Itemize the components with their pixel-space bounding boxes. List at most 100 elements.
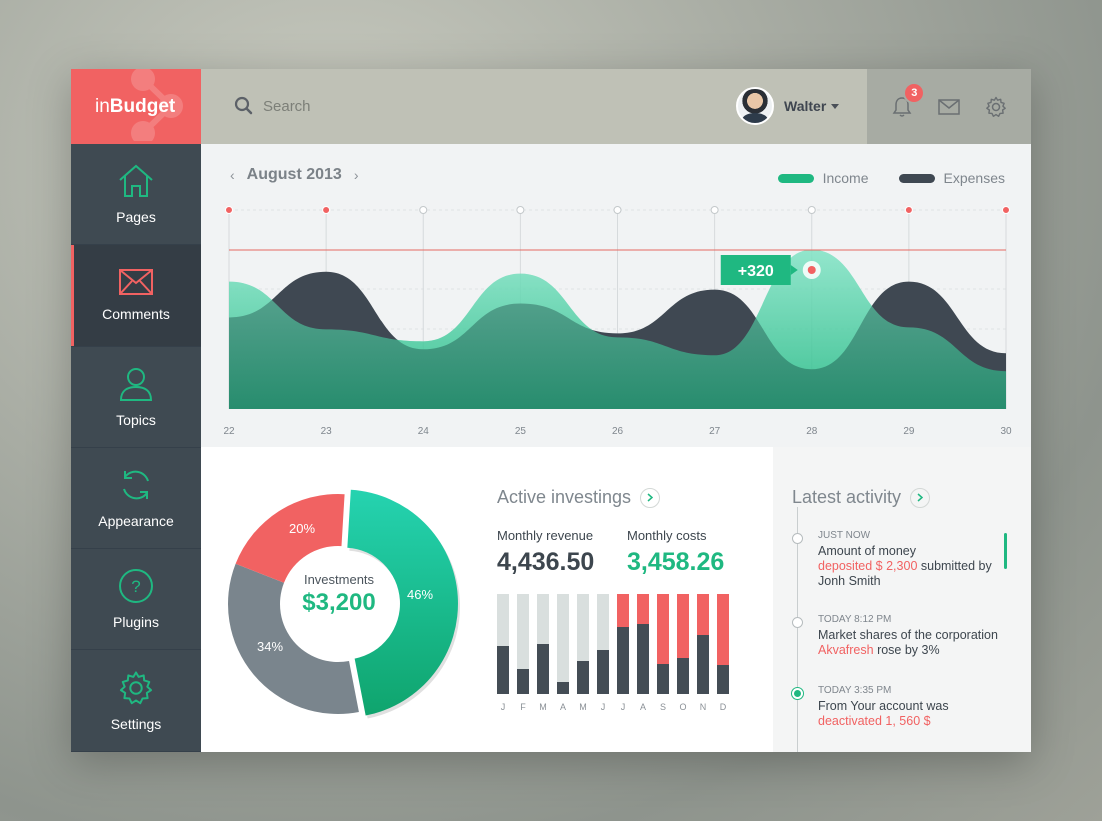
- sidebar-item-label: Plugins: [113, 614, 159, 631]
- income-area: [229, 249, 1006, 409]
- bar-value: [517, 669, 529, 694]
- revenue-label: Monthly revenue: [497, 528, 594, 543]
- investings-title-text: Active investings: [497, 487, 632, 507]
- costs-value: 3,458.26: [627, 548, 725, 576]
- search-input[interactable]: [263, 94, 543, 118]
- chevron-left-icon[interactable]: ‹: [230, 167, 235, 183]
- bar-value: [497, 646, 509, 694]
- donut-center-label: Investments: [303, 572, 375, 587]
- slice-label-46: 46%: [407, 587, 434, 602]
- bar-value: [617, 627, 629, 694]
- messages-button[interactable]: [937, 95, 961, 119]
- x-tick-label: 25: [515, 426, 527, 437]
- month-tick-label: S: [659, 702, 667, 712]
- sidebar-item-comments[interactable]: Comments: [71, 245, 201, 347]
- slice-20: [235, 494, 345, 583]
- scroll-indicator[interactable]: [1004, 533, 1007, 569]
- bar-value: [677, 658, 689, 694]
- month-tick-label: J: [620, 702, 626, 712]
- month-tick-label: F: [520, 702, 526, 712]
- sidebar-item-label: Pages: [116, 209, 156, 226]
- timeline-dot-active: [792, 688, 803, 699]
- x-tick-label: 22: [223, 426, 235, 437]
- bar-value: [577, 661, 589, 694]
- annotation-arrow: [790, 265, 798, 275]
- legend-income[interactable]: Income: [777, 170, 869, 186]
- notification-badge: 3: [905, 83, 924, 102]
- active-investings: Active investings Monthly revenue 4,436.…: [497, 447, 767, 752]
- legend-expenses-swatch: [898, 173, 935, 183]
- activity-text: Amount of money deposited $ 2,300 submitt…: [818, 544, 992, 588]
- x-tick-label: 30: [1000, 426, 1012, 437]
- top-marker: [710, 206, 719, 214]
- mail-icon: [119, 269, 153, 296]
- top-marker: [516, 206, 525, 214]
- sidebar-item-pages[interactable]: Pages: [71, 144, 201, 246]
- bar-track: [557, 594, 569, 694]
- top-header: Walter: [201, 69, 867, 144]
- month-tick-label: N: [699, 702, 707, 712]
- activity-more-button[interactable]: [910, 487, 931, 508]
- top-marker: [904, 206, 913, 214]
- chart-legend: Income Expenses: [748, 170, 1005, 186]
- avatar[interactable]: [736, 87, 774, 125]
- top-marker: [419, 206, 428, 214]
- timeline-dot: [792, 617, 803, 628]
- x-tick-label: 23: [321, 426, 333, 437]
- refresh-icon: [123, 470, 149, 500]
- month-tick-label: M: [539, 702, 547, 712]
- investments-donut: Investments $3,200 46% 34% 20%: [201, 447, 481, 752]
- donut-center-value: $3,200: [302, 589, 376, 616]
- bar-value: [637, 624, 649, 694]
- chevron-down-icon[interactable]: [831, 103, 840, 109]
- chevron-right-icon[interactable]: ›: [353, 167, 359, 183]
- sidebar-item-label: Appearance: [98, 513, 174, 530]
- sidebar-item-appearance[interactable]: Appearance: [71, 448, 201, 550]
- legend-expenses[interactable]: Expenses: [898, 170, 1005, 186]
- x-tick-label: 26: [612, 426, 624, 437]
- settings-button[interactable]: [984, 95, 1008, 119]
- activity-time: TODAY 8:12 PM: [818, 614, 892, 625]
- slice-34: [228, 563, 359, 714]
- donut-center: Investments $3,200: [294, 572, 384, 617]
- search-icon[interactable]: [234, 96, 254, 116]
- bar-value: [537, 644, 549, 694]
- latest-activity: Latest activity JUST NOW Amount of money…: [773, 447, 1031, 752]
- activity-entry[interactable]: JUST NOW Amount of money deposited $ 2,30…: [818, 530, 998, 589]
- brand-logo[interactable]: in Budget: [71, 69, 201, 144]
- activity-entry[interactable]: TODAY 3:35 PM From Your account was deac…: [818, 685, 998, 729]
- activity-entry[interactable]: TODAY 8:12 PM Market shares of the corpo…: [818, 614, 998, 658]
- home-icon: [119, 164, 153, 198]
- sidebar-item-plugins[interactable]: ? Plugins: [71, 549, 201, 651]
- legend-income-swatch: [777, 173, 814, 183]
- user-menu[interactable]: Walter: [736, 87, 840, 125]
- month-label: August 2013: [246, 166, 342, 183]
- activity-time: JUST NOW: [818, 530, 871, 541]
- brand-bold-text: Budget: [109, 95, 176, 117]
- top-marker: [322, 206, 331, 214]
- sidebar-item-topics[interactable]: Topics: [71, 347, 201, 448]
- bar-value: [597, 650, 609, 694]
- sidebar-item-label: Comments: [102, 306, 170, 323]
- activity-title-text: Latest activity: [792, 487, 902, 507]
- top-marker: [225, 206, 233, 214]
- notifications-button[interactable]: 3: [890, 83, 924, 119]
- chevron-right-icon: [647, 493, 654, 502]
- sidebar-item-settings[interactable]: Settings: [71, 650, 201, 752]
- x-tick-label: 27: [709, 426, 721, 437]
- investings-more-button[interactable]: [640, 487, 661, 508]
- annotation-box: [720, 255, 791, 285]
- top-marker: [1002, 206, 1010, 214]
- legend-expenses-label: Expenses: [943, 170, 1005, 186]
- month-tick-label: A: [559, 702, 567, 712]
- x-tick-label: 28: [806, 426, 818, 437]
- month-tick-label: O: [679, 702, 687, 712]
- gear-icon: [119, 671, 153, 704]
- chevron-right-icon: [917, 493, 924, 502]
- activity-text: From Your account was deactivated 1, 560…: [818, 699, 949, 728]
- month-tick-label: J: [500, 702, 506, 712]
- sidebar-item-label: Settings: [110, 715, 162, 732]
- user-icon: [119, 367, 153, 401]
- bar-value: [657, 664, 669, 694]
